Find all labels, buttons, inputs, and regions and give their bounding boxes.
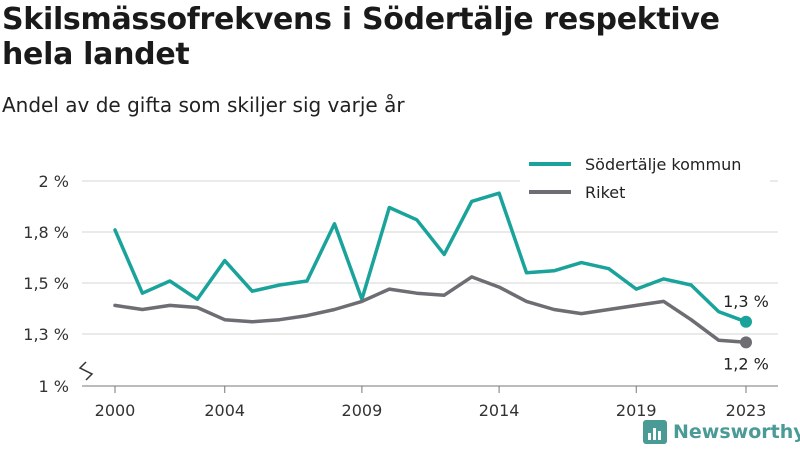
x-tick-label: 2004 — [204, 401, 245, 420]
newsworthy-logo: Newsworthy — [643, 420, 800, 444]
bar-chart-icon — [643, 420, 667, 444]
x-tick-label: 2009 — [342, 401, 383, 420]
x-tick-label: 2000 — [95, 401, 136, 420]
brand-name: Newsworthy — [673, 421, 800, 443]
axis-break-icon — [78, 361, 94, 381]
x-tick-label: 2014 — [479, 401, 520, 420]
series-lines: 1,3 % 1,2 % — [113, 191, 769, 373]
axes: 1 % 1,3 % 1,5 % 1,8 % 2 % 2000 2004 2009 2014 201… — [23, 172, 778, 420]
x-tick-label: 2023 — [726, 401, 767, 420]
legend: Södertälje kommun Riket — [520, 150, 770, 208]
line-chart: 1 % 1,3 % 1,5 % 1,8 % 2 % 2000 2004 2009 2014 201… — [23, 150, 778, 420]
y-tick-label: 1,5 % — [23, 274, 69, 293]
legend-background — [520, 150, 770, 208]
end-point-marker — [740, 336, 752, 349]
x-tick-label: 2019 — [616, 401, 657, 420]
y-tick-label: 1,3 % — [23, 325, 69, 344]
end-value-label: 1,2 % — [723, 354, 769, 373]
chart-subtitle: Andel av de gifta som skiljer sig varje … — [2, 93, 405, 117]
chart-title: Skilsmässofrekvens i Södertälje respekti… — [2, 2, 720, 72]
series-line-riket — [113, 275, 748, 345]
end-value-label: 1,3 % — [723, 292, 769, 311]
y-tick-label: 1,8 % — [23, 223, 69, 242]
y-tick-label: 1 % — [39, 377, 69, 396]
series-line-sodertalje — [113, 191, 748, 324]
end-point-marker — [740, 315, 752, 328]
y-tick-label: 2 % — [39, 172, 69, 191]
legend-label: Riket — [585, 183, 625, 202]
legend-label: Södertälje kommun — [585, 155, 741, 174]
